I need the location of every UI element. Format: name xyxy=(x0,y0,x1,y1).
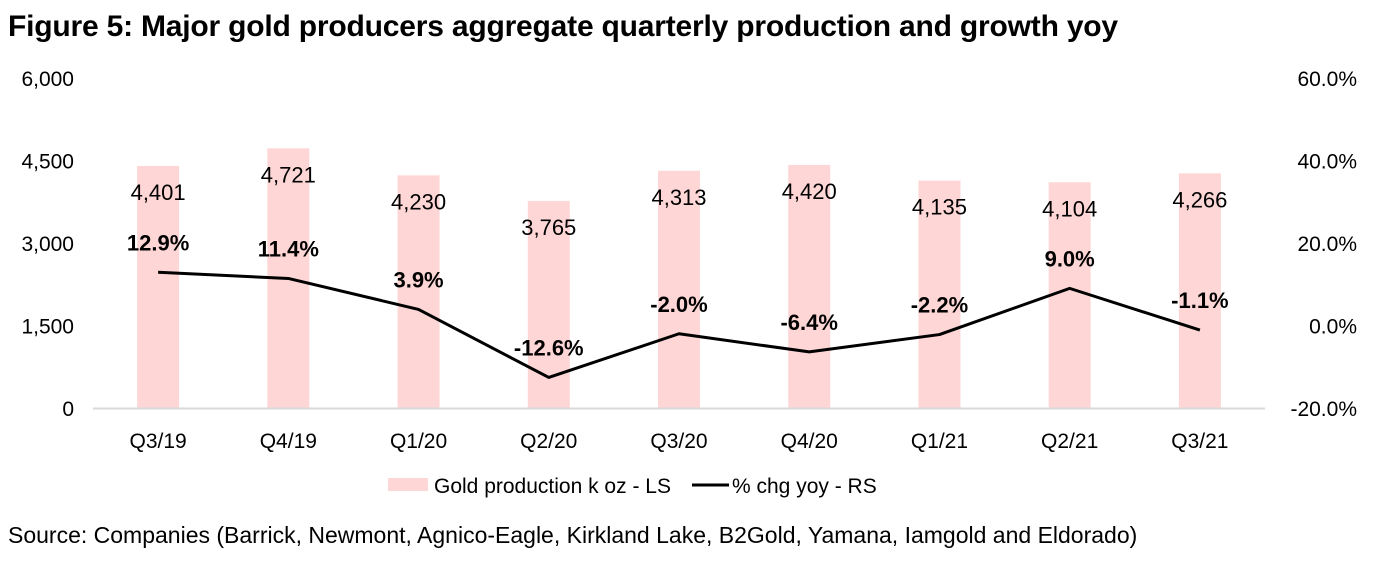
bar-value-label: 3,765 xyxy=(521,215,576,240)
line-value-label: -12.6% xyxy=(514,335,584,360)
line-value-label: 12.9% xyxy=(127,230,189,255)
x-axis-tick-label: Q2/21 xyxy=(1041,430,1098,453)
right-axis-ticks: -20.0% 0.0% 20.0% 40.0% 60.0% xyxy=(1290,68,1357,421)
bar-series xyxy=(137,148,1221,408)
left-axis-tick-label: 6,000 xyxy=(21,68,74,91)
bar-q3-20 xyxy=(658,170,700,408)
line-value-label: 3.9% xyxy=(393,267,443,292)
right-axis-tick-label: -20.0% xyxy=(1290,398,1357,421)
bar-q4-20 xyxy=(788,164,831,408)
x-axis-tick-label: Q3/19 xyxy=(130,430,187,453)
legend: Gold production k oz - LS % chg yoy - RS xyxy=(388,475,877,498)
line-value-label: -1.1% xyxy=(1171,288,1228,313)
legend-swatch-bar xyxy=(388,478,428,491)
x-axis-tick-label: Q1/20 xyxy=(390,430,447,453)
line-value-label: -2.0% xyxy=(650,292,707,317)
chart-title: Figure 5: Major gold producers aggregate… xyxy=(8,10,1118,43)
bar-q2-21 xyxy=(1048,182,1091,408)
yoy-change-line xyxy=(158,270,1201,379)
legend-label-bar: Gold production k oz - LS xyxy=(434,475,671,498)
bar-value-label: 4,313 xyxy=(651,185,706,210)
bar-data-labels: 4,401 4,721 4,230 3,765 4,313 4,420 4,135 4,104… xyxy=(131,162,1228,240)
bar-q1-20 xyxy=(397,175,440,408)
line-series xyxy=(158,270,1201,379)
source-note: Source: Companies (Barrick, Newmont, Agn… xyxy=(8,522,1138,548)
line-value-label: -6.4% xyxy=(780,310,837,335)
x-axis-tick-label: Q4/20 xyxy=(781,430,838,453)
line-value-label: -2.2% xyxy=(911,293,968,318)
x-axis-tick-label: Q4/19 xyxy=(260,430,317,453)
right-axis-tick-label: 20.0% xyxy=(1297,233,1357,256)
bar-q1-21 xyxy=(918,180,961,408)
bar-value-label: 4,135 xyxy=(912,195,967,220)
left-axis-tick-label: 3,000 xyxy=(21,233,74,256)
x-axis-tick-label: Q3/21 xyxy=(1171,430,1228,453)
right-axis-tick-label: 40.0% xyxy=(1297,151,1357,174)
left-axis-ticks: 0 1,500 3,000 4,500 6,000 xyxy=(21,68,74,421)
x-axis-ticks: Q3/19 Q4/19 Q1/20 Q2/20 Q3/20 Q4/20 Q1/21 Q2/21… xyxy=(130,430,1229,453)
line-data-labels: 12.9% 11.4% 3.9% -12.6% -2.0% -6.4% -2.2% 9.0% -… xyxy=(127,230,1229,360)
left-axis-tick-label: 0 xyxy=(62,398,74,421)
left-axis-tick-label: 4,500 xyxy=(21,151,74,174)
bar-q3-19 xyxy=(137,165,180,408)
legend-label-line: % chg yoy - RS xyxy=(732,475,877,498)
bar-value-label: 4,420 xyxy=(782,179,837,204)
bar-value-label: 4,721 xyxy=(261,162,316,187)
x-axis-tick-label: Q1/21 xyxy=(911,430,968,453)
line-value-label: 11.4% xyxy=(258,236,319,261)
x-axis-tick-label: Q2/20 xyxy=(520,430,577,453)
right-axis-tick-label: 0.0% xyxy=(1309,316,1357,339)
bar-value-label: 4,104 xyxy=(1042,196,1097,221)
left-axis-tick-label: 1,500 xyxy=(21,316,74,339)
line-value-label: 9.0% xyxy=(1045,246,1095,271)
bar-q3-21 xyxy=(1178,173,1221,408)
bar-value-label: 4,230 xyxy=(391,189,446,214)
bar-value-label: 4,401 xyxy=(131,180,186,205)
x-axis-tick-label: Q3/20 xyxy=(650,430,707,453)
bar-value-label: 4,266 xyxy=(1172,187,1227,212)
right-axis-tick-label: 60.0% xyxy=(1297,68,1357,91)
